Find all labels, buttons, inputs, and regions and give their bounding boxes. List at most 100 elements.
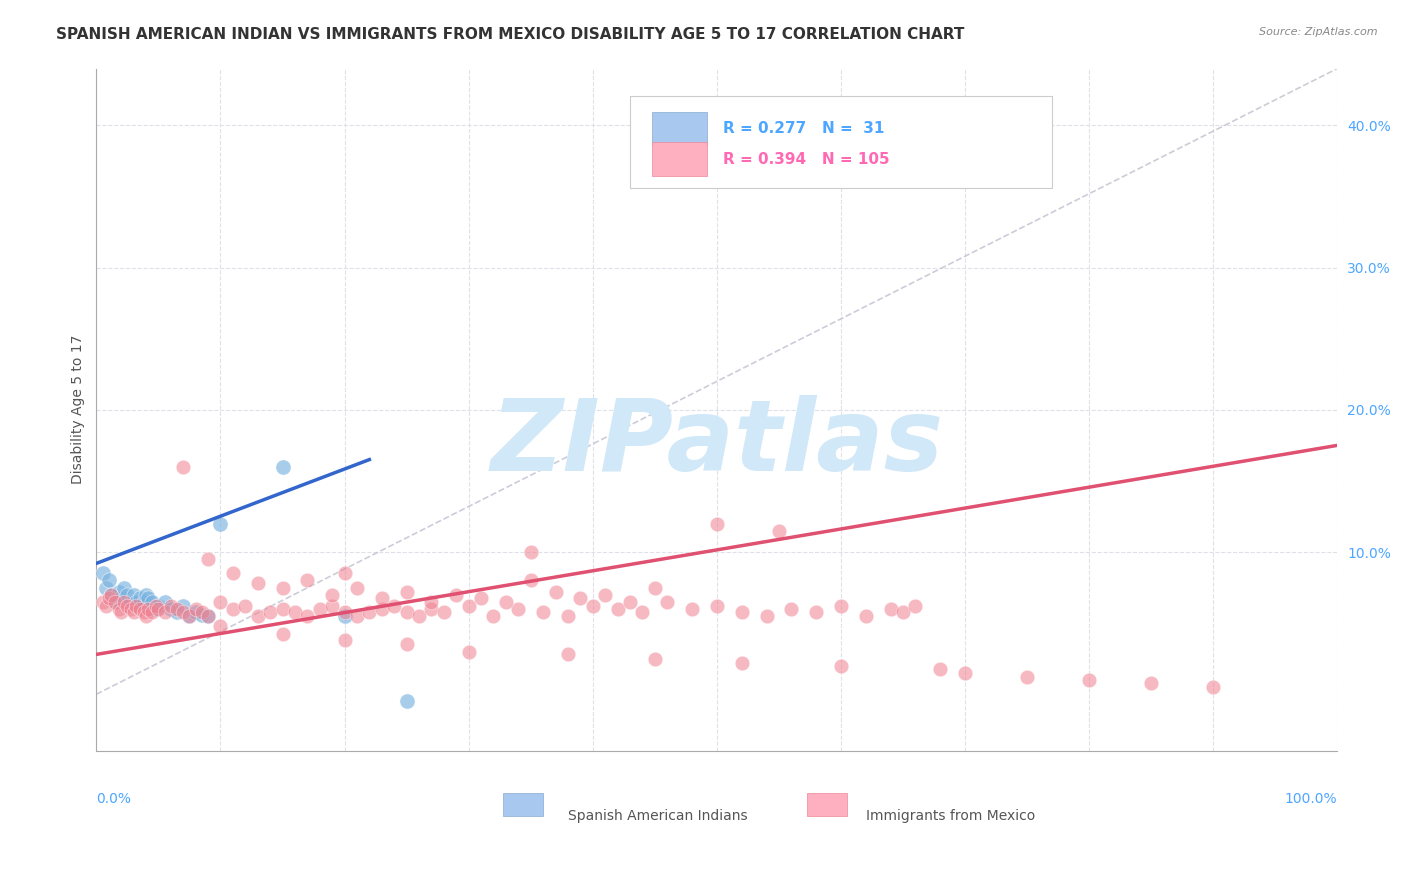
Point xyxy=(284,605,307,619)
Point xyxy=(1140,676,1163,690)
Point xyxy=(731,605,754,619)
Point xyxy=(1202,680,1225,694)
Point xyxy=(197,609,219,624)
Point xyxy=(953,665,976,680)
Point xyxy=(191,607,214,622)
Point xyxy=(446,588,468,602)
Point xyxy=(166,605,188,619)
Point xyxy=(681,602,703,616)
Point xyxy=(120,595,142,609)
Point xyxy=(132,605,155,619)
FancyBboxPatch shape xyxy=(630,95,1052,188)
Point xyxy=(904,599,927,613)
Point xyxy=(209,516,232,531)
Point xyxy=(141,595,163,609)
Point xyxy=(91,566,114,581)
Point xyxy=(308,602,330,616)
Text: SPANISH AMERICAN INDIAN VS IMMIGRANTS FROM MEXICO DISABILITY AGE 5 TO 17 CORRELA: SPANISH AMERICAN INDIAN VS IMMIGRANTS FR… xyxy=(56,27,965,42)
Point xyxy=(346,609,368,624)
Point xyxy=(153,595,176,609)
Point xyxy=(631,605,654,619)
Text: ZIPatlas: ZIPatlas xyxy=(491,395,943,492)
Point xyxy=(804,605,827,619)
Point xyxy=(271,602,294,616)
Point xyxy=(768,524,790,538)
Point xyxy=(457,599,479,613)
Point xyxy=(138,602,160,616)
Point xyxy=(148,599,170,613)
Point xyxy=(780,602,803,616)
Text: 0.0%: 0.0% xyxy=(97,792,131,806)
Point xyxy=(297,574,319,588)
Point xyxy=(271,581,294,595)
Point xyxy=(138,591,160,605)
Point xyxy=(141,605,163,619)
Point xyxy=(117,599,139,613)
Point xyxy=(159,599,181,613)
Point xyxy=(112,595,135,609)
Point xyxy=(879,602,901,616)
Point xyxy=(107,602,129,616)
Point xyxy=(333,605,356,619)
Point xyxy=(172,459,194,474)
Point xyxy=(222,602,245,616)
Point xyxy=(644,581,666,595)
Point xyxy=(97,574,120,588)
Point xyxy=(271,627,294,641)
Point xyxy=(321,599,343,613)
Point xyxy=(830,658,852,673)
Point xyxy=(122,605,145,619)
Point xyxy=(125,595,148,609)
Point xyxy=(619,595,641,609)
Y-axis label: Disability Age 5 to 17: Disability Age 5 to 17 xyxy=(72,335,86,484)
Point xyxy=(593,588,616,602)
Point xyxy=(755,609,778,624)
Point xyxy=(179,609,201,624)
Point xyxy=(333,633,356,648)
Text: 100.0%: 100.0% xyxy=(1285,792,1337,806)
Point xyxy=(222,566,245,581)
Point xyxy=(184,605,207,619)
Point xyxy=(166,602,188,616)
Point xyxy=(657,595,679,609)
Point xyxy=(96,581,118,595)
Text: Immigrants from Mexico: Immigrants from Mexico xyxy=(866,809,1035,823)
Point xyxy=(246,576,269,591)
Point xyxy=(482,609,505,624)
FancyBboxPatch shape xyxy=(807,793,848,816)
Point xyxy=(420,595,443,609)
Point xyxy=(544,584,567,599)
Point xyxy=(197,552,219,566)
Point xyxy=(191,605,214,619)
Point xyxy=(197,609,219,624)
Point xyxy=(97,591,120,605)
Point xyxy=(557,609,579,624)
FancyBboxPatch shape xyxy=(652,112,707,145)
Point xyxy=(457,644,479,658)
Point xyxy=(395,637,418,651)
Point xyxy=(110,591,132,605)
Point xyxy=(125,599,148,613)
Point xyxy=(569,591,592,605)
Point xyxy=(128,602,150,616)
Point xyxy=(1078,673,1101,687)
Point xyxy=(855,609,877,624)
Point xyxy=(395,694,418,708)
Point xyxy=(271,459,294,474)
Point xyxy=(830,599,852,613)
Point xyxy=(433,605,456,619)
Text: Spanish American Indians: Spanish American Indians xyxy=(568,809,748,823)
Point xyxy=(112,581,135,595)
Point xyxy=(420,602,443,616)
FancyBboxPatch shape xyxy=(652,142,707,176)
Point xyxy=(519,574,541,588)
Point xyxy=(333,609,356,624)
Point xyxy=(172,599,194,613)
Point xyxy=(132,595,155,609)
Point xyxy=(259,605,281,619)
Text: R = 0.277   N =  31: R = 0.277 N = 31 xyxy=(723,121,884,136)
Point xyxy=(104,595,127,609)
Point xyxy=(233,599,256,613)
Point xyxy=(91,595,114,609)
Point xyxy=(606,602,628,616)
